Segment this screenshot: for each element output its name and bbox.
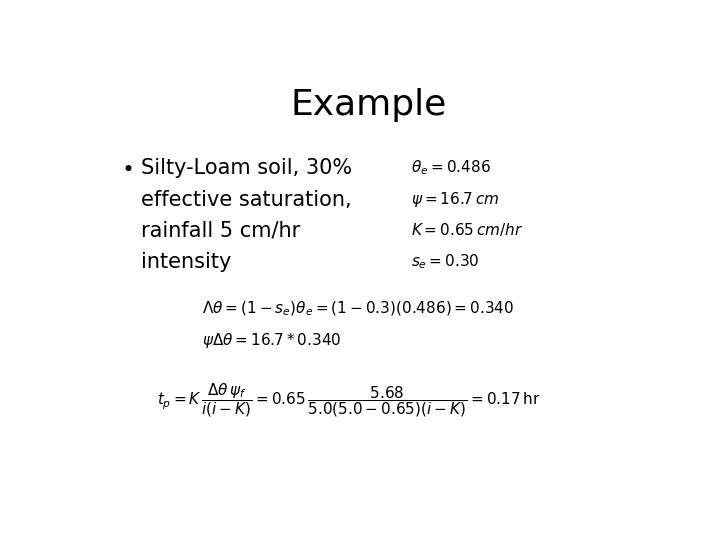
Text: $s_e = 0.30$: $s_e = 0.30$ <box>411 252 480 271</box>
Text: $\bullet$: $\bullet$ <box>121 158 132 178</box>
Text: $K = 0.65\,cm/hr$: $K = 0.65\,cm/hr$ <box>411 221 523 238</box>
Text: $\psi\Delta\theta = 16.7 * 0.340$: $\psi\Delta\theta = 16.7 * 0.340$ <box>202 331 341 350</box>
Text: rainfall 5 cm/hr: rainfall 5 cm/hr <box>141 221 300 241</box>
Text: Silty-Loam soil, 30%: Silty-Loam soil, 30% <box>141 158 353 178</box>
Text: $\Lambda\theta = (1 - s_e)\theta_e = (1 - 0.3)(0.486) = 0.340$: $\Lambda\theta = (1 - s_e)\theta_e = (1 … <box>202 300 514 318</box>
Text: $\theta_e = 0.486$: $\theta_e = 0.486$ <box>411 158 490 177</box>
Text: Example: Example <box>291 87 447 122</box>
Text: intensity: intensity <box>141 252 232 272</box>
Text: $t_p = K\,\dfrac{\Delta\theta\,\psi_f}{i(i-K)} = 0.65\,\dfrac{5.68}{5.0(5.0-0.65: $t_p = K\,\dfrac{\Delta\theta\,\psi_f}{i… <box>157 381 541 418</box>
Text: effective saturation,: effective saturation, <box>141 190 352 210</box>
Text: $\psi = 16.7\,cm$: $\psi = 16.7\,cm$ <box>411 190 499 208</box>
